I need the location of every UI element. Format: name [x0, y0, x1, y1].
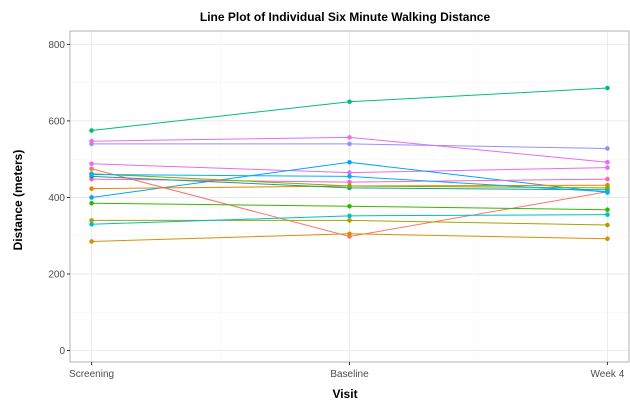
x-tick-label: Week 4 — [591, 369, 625, 380]
data-point — [605, 165, 610, 170]
series-4 — [89, 218, 610, 228]
data-point — [347, 218, 352, 223]
y-tick-label: 200 — [48, 269, 65, 280]
y-axis-title: Distance (meters) — [11, 150, 25, 251]
data-point — [89, 239, 94, 244]
data-point — [605, 236, 610, 242]
y-axis: 0 200 400 600 800 — [48, 40, 70, 357]
series-10 — [89, 135, 610, 165]
data-point — [605, 185, 610, 191]
data-point — [605, 212, 610, 217]
data-point — [347, 159, 352, 165]
data-point — [89, 221, 94, 227]
data-point — [89, 161, 94, 167]
data-point — [347, 203, 352, 209]
y-tick-label: 0 — [59, 346, 65, 357]
data-point — [347, 174, 352, 179]
data-point — [89, 172, 94, 177]
data-point — [347, 213, 352, 219]
data-point — [347, 231, 352, 237]
data-point — [347, 99, 352, 105]
data-point — [89, 200, 94, 206]
y-tick-label: 600 — [48, 116, 65, 127]
series-5 — [89, 200, 610, 213]
data-point — [347, 179, 352, 185]
data-point — [89, 166, 94, 172]
data-point — [605, 222, 610, 228]
x-tick-label: Baseline — [330, 369, 369, 380]
data-point — [605, 159, 610, 165]
chart-title: Line Plot of Individual Six Minute Walki… — [200, 10, 491, 24]
data-point — [347, 141, 352, 147]
data-point — [89, 186, 94, 191]
series-7 — [89, 212, 610, 227]
series-2 — [89, 161, 610, 175]
data-point — [605, 176, 610, 182]
series-6 — [89, 85, 610, 133]
y-tick-label: 800 — [48, 40, 65, 51]
data-point — [605, 146, 610, 151]
data-point — [347, 183, 352, 189]
grid — [70, 31, 629, 362]
series-15 — [89, 172, 610, 195]
data-point — [89, 138, 94, 144]
x-axis-title: Visit — [332, 387, 357, 401]
x-tick-label: Screening — [69, 369, 114, 380]
data-point — [605, 85, 610, 91]
data-point — [89, 128, 94, 133]
data-point — [347, 170, 352, 175]
data-point — [605, 207, 610, 213]
data-point — [89, 218, 94, 223]
y-tick-label: 400 — [48, 193, 65, 204]
x-axis: Screening Baseline Week 4 — [69, 362, 625, 380]
data-point — [347, 135, 352, 140]
data-point — [89, 195, 94, 200]
data-point — [605, 189, 610, 195]
series-3 — [89, 231, 610, 244]
